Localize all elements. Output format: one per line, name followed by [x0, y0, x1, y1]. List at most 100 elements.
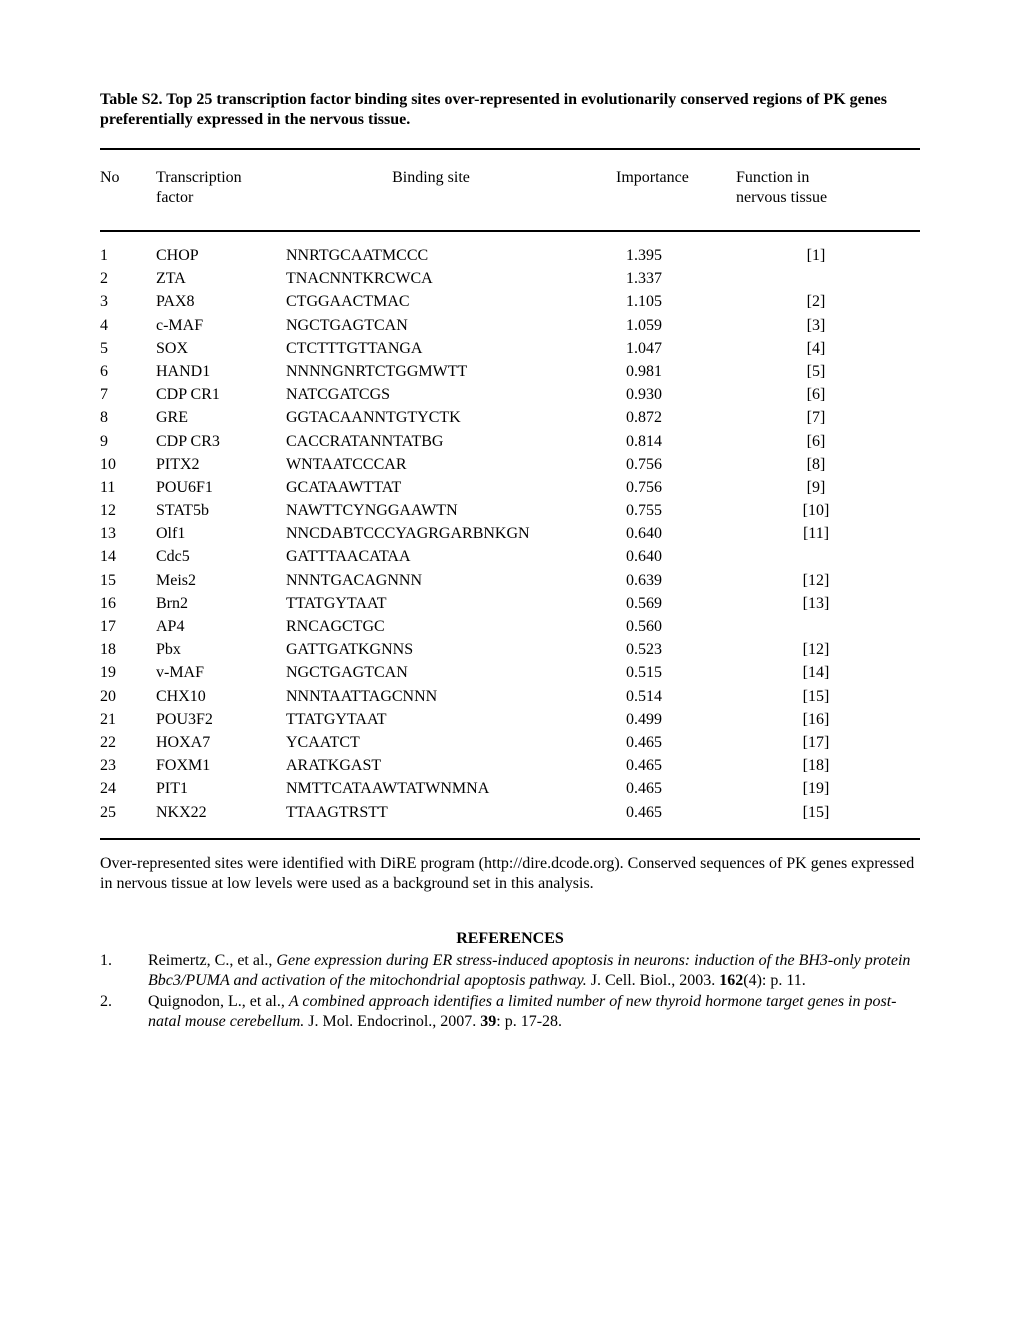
- cell-importance: 0.756: [616, 453, 736, 476]
- cell-function: [3]: [736, 314, 896, 337]
- th-fn-l1: Function in: [736, 169, 809, 186]
- table-row: 3PAX8CTGGAACTMAC1.105[2]: [100, 290, 920, 313]
- cell-importance: 0.756: [616, 476, 736, 499]
- cell-bs: NATCGATCGS: [286, 383, 616, 406]
- cell-importance: 0.755: [616, 499, 736, 522]
- cell-tf: v-MAF: [156, 661, 286, 684]
- cell-no: 8: [100, 406, 156, 429]
- cell-tf: Meis2: [156, 569, 286, 592]
- th-no: No: [100, 168, 156, 208]
- table-row: 15Meis2NNNTGACAGNNN0.639[12]: [100, 569, 920, 592]
- cell-tf: PAX8: [156, 290, 286, 313]
- cell-function: [8]: [736, 453, 896, 476]
- table-title: Table S2. Top 25 transcription factor bi…: [100, 90, 920, 130]
- cell-bs: GATTGATKGNNS: [286, 638, 616, 661]
- cell-bs: YCAATCT: [286, 731, 616, 754]
- cell-function: [18]: [736, 754, 896, 777]
- cell-importance: 0.930: [616, 383, 736, 406]
- cell-tf: PIT1: [156, 777, 286, 800]
- cell-tf: NKX22: [156, 801, 286, 824]
- cell-tf: Olf1: [156, 522, 286, 545]
- cell-function: [14]: [736, 661, 896, 684]
- cell-bs: CTGGAACTMAC: [286, 290, 616, 313]
- table-row: 17AP4RNCAGCTGC0.560: [100, 615, 920, 638]
- cell-no: 7: [100, 383, 156, 406]
- cell-no: 19: [100, 661, 156, 684]
- cell-no: 9: [100, 430, 156, 453]
- cell-bs: WNTAATCCCAR: [286, 453, 616, 476]
- table-row: 24PIT1NMTTCATAAWTATWNMNA0.465[19]: [100, 777, 920, 800]
- cell-bs: CTCTTTGTTANGA: [286, 337, 616, 360]
- cell-tf: CHX10: [156, 685, 286, 708]
- cell-tf: HAND1: [156, 360, 286, 383]
- cell-no: 22: [100, 731, 156, 754]
- cell-tf: SOX: [156, 337, 286, 360]
- table-row: 23FOXM1ARATKGAST0.465[18]: [100, 754, 920, 777]
- cell-bs: NNNTAATTAGCNNN: [286, 685, 616, 708]
- cell-bs: TTATGYTAAT: [286, 592, 616, 615]
- th-bs: Binding site: [286, 168, 616, 208]
- table-body: 1CHOPNNRTGCAATMCCC1.395[1]2ZTATNACNNTKRC…: [100, 232, 920, 838]
- table-row: 12STAT5bNAWTTCYNGGAAWTN0.755[10]: [100, 499, 920, 522]
- cell-function: [5]: [736, 360, 896, 383]
- cell-no: 11: [100, 476, 156, 499]
- table-row: 25NKX22TTAAGTRSTT0.465[15]: [100, 801, 920, 824]
- cell-tf: c-MAF: [156, 314, 286, 337]
- cell-importance: 0.465: [616, 731, 736, 754]
- cell-no: 10: [100, 453, 156, 476]
- cell-bs: NNNTGACAGNNN: [286, 569, 616, 592]
- th-tf-l1: Transcription: [156, 169, 242, 186]
- ref-text: Quignodon, L., et al., A combined approa…: [148, 992, 920, 1033]
- cell-importance: 0.560: [616, 615, 736, 638]
- cell-importance: 0.569: [616, 592, 736, 615]
- cell-no: 20: [100, 685, 156, 708]
- cell-importance: 0.814: [616, 430, 736, 453]
- cell-tf: HOXA7: [156, 731, 286, 754]
- table-row: 10PITX2WNTAATCCCAR0.756[8]: [100, 453, 920, 476]
- cell-tf: Brn2: [156, 592, 286, 615]
- cell-importance: 0.499: [616, 708, 736, 731]
- th-tf: Transcription factor: [156, 168, 286, 208]
- cell-function: [11]: [736, 522, 896, 545]
- cell-bs: NAWTTCYNGGAAWTN: [286, 499, 616, 522]
- cell-function: [12]: [736, 638, 896, 661]
- table-row: 18PbxGATTGATKGNNS0.523[12]: [100, 638, 920, 661]
- cell-no: 4: [100, 314, 156, 337]
- cell-tf: FOXM1: [156, 754, 286, 777]
- cell-importance: 1.337: [616, 267, 736, 290]
- cell-no: 6: [100, 360, 156, 383]
- th-imp: Importance: [616, 168, 736, 208]
- cell-tf: POU6F1: [156, 476, 286, 499]
- cell-tf: STAT5b: [156, 499, 286, 522]
- references-list: 1.Reimertz, C., et al., Gene expression …: [100, 951, 920, 1033]
- cell-no: 13: [100, 522, 156, 545]
- cell-bs: NNRTGCAATMCCC: [286, 244, 616, 267]
- cell-function: [16]: [736, 708, 896, 731]
- cell-no: 25: [100, 801, 156, 824]
- cell-no: 23: [100, 754, 156, 777]
- references-heading: REFERENCES: [100, 929, 920, 949]
- cell-importance: 1.105: [616, 290, 736, 313]
- table-row: 8GREGGTACAANNTGTYCTK0.872[7]: [100, 406, 920, 429]
- cell-function: [6]: [736, 430, 896, 453]
- ref-text: Reimertz, C., et al., Gene expression du…: [148, 951, 920, 992]
- cell-tf: ZTA: [156, 267, 286, 290]
- cell-importance: 0.872: [616, 406, 736, 429]
- cell-importance: 0.640: [616, 545, 736, 568]
- cell-no: 1: [100, 244, 156, 267]
- cell-tf: CDP CR3: [156, 430, 286, 453]
- cell-bs: ARATKGAST: [286, 754, 616, 777]
- table-header-row: No Transcription factor Binding site Imp…: [100, 150, 920, 232]
- ref-number: 1.: [100, 951, 148, 992]
- tf-table: No Transcription factor Binding site Imp…: [100, 148, 920, 840]
- cell-no: 24: [100, 777, 156, 800]
- cell-bs: GCATAAWTTAT: [286, 476, 616, 499]
- cell-bs: NMTTCATAAWTATWNMNA: [286, 777, 616, 800]
- cell-no: 2: [100, 267, 156, 290]
- table-row: 9CDP CR3CACCRATANNTATBG0.814[6]: [100, 430, 920, 453]
- cell-bs: NGCTGAGTCAN: [286, 661, 616, 684]
- cell-importance: 1.047: [616, 337, 736, 360]
- cell-function: [15]: [736, 801, 896, 824]
- cell-importance: 0.465: [616, 754, 736, 777]
- table-row: 13Olf1NNCDABTCCCYAGRGARBNKGN0.640[11]: [100, 522, 920, 545]
